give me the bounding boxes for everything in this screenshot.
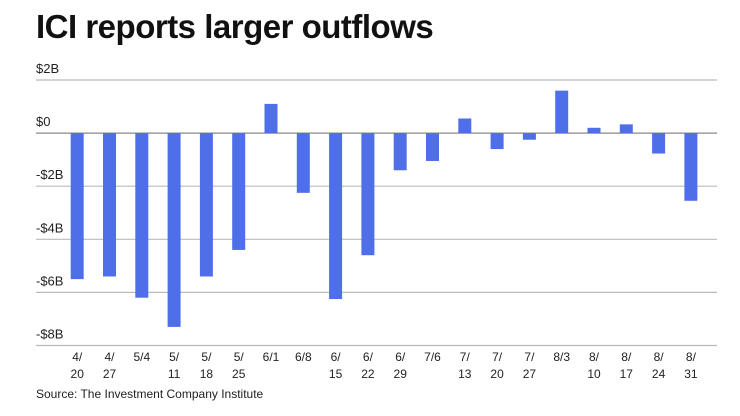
x-tick-label: 5/25	[232, 350, 246, 381]
bar	[490, 133, 504, 150]
x-tick-label: 5/4	[133, 350, 150, 364]
x-tick-label: 8/10	[587, 350, 601, 381]
y-tick-label: $2B	[36, 61, 59, 76]
x-tick-label: 7/27	[523, 350, 537, 381]
bar	[393, 133, 407, 171]
y-tick-label: -$4B	[36, 220, 63, 235]
x-tick-label: 8/31	[684, 350, 698, 381]
bar	[296, 133, 310, 193]
y-tick-label: -$8B	[36, 327, 63, 342]
bar	[522, 133, 536, 140]
bar	[587, 127, 601, 134]
x-tick-label: 8/24	[652, 350, 666, 381]
bar	[458, 118, 472, 134]
x-tick-label: 7/20	[490, 350, 504, 381]
bar	[264, 103, 278, 134]
y-tick-label: $0	[36, 114, 50, 129]
chart-title: ICI reports larger outflows	[36, 8, 434, 45]
bar	[167, 133, 181, 327]
x-tick-label: 8/17	[620, 350, 634, 381]
bar	[555, 90, 569, 134]
x-tick-label: 6/29	[394, 350, 408, 381]
bar	[199, 133, 213, 277]
x-tick-label: 6/1	[263, 350, 280, 364]
bar	[103, 133, 116, 277]
bar	[684, 133, 698, 201]
bar	[232, 133, 246, 250]
bar	[135, 133, 149, 298]
x-tick-label: 8/3	[553, 350, 570, 364]
x-tick-label: 6/8	[295, 350, 312, 364]
y-tick-label: -$6B	[36, 273, 63, 288]
bar	[652, 133, 666, 154]
bar	[619, 124, 633, 134]
bar	[329, 133, 343, 300]
x-tick-label: 5/18	[200, 350, 214, 381]
bar	[70, 133, 84, 280]
x-tick-label: 7/6	[424, 350, 441, 364]
bar	[426, 133, 439, 161]
x-tick-label: 4/20	[71, 350, 85, 381]
bar	[361, 133, 375, 256]
x-tick-label: 6/15	[329, 350, 343, 381]
source-note: Source: The Investment Company Institute	[36, 387, 264, 401]
x-tick-label: 4/27	[103, 350, 117, 381]
x-tick-label: 7/13	[458, 350, 472, 381]
x-tick-label: 6/22	[361, 350, 375, 381]
y-tick-label: -$2B	[36, 167, 63, 182]
x-tick-label: 5/11	[168, 350, 181, 381]
